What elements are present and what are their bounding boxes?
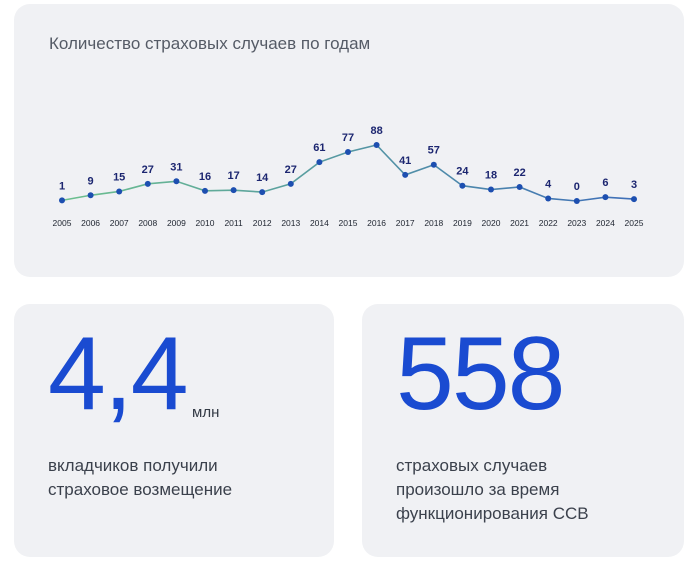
data-label: 57 [428,145,440,157]
cases-caption-line2: произошло за время [396,480,560,499]
data-label: 9 [88,175,94,187]
data-point [573,198,580,204]
data-label: 88 [370,125,382,137]
data-point [87,192,94,199]
x-tick-label: 2020 [482,218,501,228]
data-label: 61 [313,142,325,154]
data-point [316,159,323,166]
x-tick-label: 2008 [138,218,157,228]
data-label: 22 [513,167,525,179]
data-point [545,195,552,202]
data-label: 0 [574,181,580,193]
depositors-caption-line1: вкладчиков получили [48,456,218,475]
depositors-unit: млн [192,404,220,421]
data-point [259,189,266,196]
x-tick-label: 2011 [224,218,243,228]
data-label: 4 [545,178,552,190]
x-tick-label: 2021 [510,218,529,228]
data-point [516,184,523,190]
data-label: 27 [142,164,154,176]
cases-caption: страховых случаев произошло за время фун… [396,454,589,526]
data-label: 6 [602,177,608,189]
data-point [402,171,409,178]
data-label: 14 [256,172,269,184]
depositors-stat-card: 4,4 млн вкладчиков получили страховое во… [14,304,334,557]
x-tick-label: 2009 [167,218,186,228]
data-point [173,178,180,185]
data-point [373,142,380,148]
cases-caption-line3: функционирования ССВ [396,504,589,523]
chart-card: Количество страховых случаев по годам 1 9… [14,4,684,277]
data-point [144,180,151,187]
cases-caption-line1: страховых случаев [396,456,548,475]
data-point [230,187,237,194]
data-point [631,196,637,203]
chart-title: Количество страховых случаев по годам [49,34,371,53]
x-tick-label: 2006 [81,218,100,228]
data-point [287,180,294,187]
data-point [430,161,437,168]
data-point [116,188,123,195]
x-tick-label: 2016 [367,218,386,228]
data-point [459,182,466,189]
depositors-caption-line2: страховое возмещение [48,480,233,499]
data-label: 3 [631,179,637,191]
x-tick-label: 2015 [339,218,358,228]
data-point [202,187,208,194]
depositors-caption: вкладчиков получили страховое возмещение [48,454,232,502]
data-label: 77 [342,132,354,144]
x-tick-label: 2013 [281,218,300,228]
x-tick-label: 2025 [625,218,644,228]
data-point [488,186,494,193]
x-tick-label: 2024 [596,218,615,228]
x-tick-label: 2014 [310,218,329,228]
data-label: 24 [456,166,469,178]
cases-stat-card: 558 страховых случаев произошло за время… [362,304,684,557]
data-label: 18 [485,170,497,182]
data-point [602,194,609,201]
cases-count: 558 [396,316,566,432]
line-chart: 1 9 15 27 31 16 17 14 27 61 77 88 41 57 24 18 22 4 0 6 3 200… [53,125,644,228]
x-tick-label: 2018 [424,218,443,228]
data-point [59,197,65,204]
x-tick-label: 2022 [539,218,558,228]
data-label: 16 [199,171,211,183]
data-label: 17 [227,170,239,182]
data-label: 15 [113,171,125,183]
x-tick-label: 2017 [396,218,415,228]
data-label: 1 [59,180,65,192]
data-label: 27 [285,164,297,176]
x-tick-label: 2019 [453,218,472,228]
data-point [345,149,351,155]
x-tick-label: 2023 [567,218,586,228]
depositors-count: 4,4 [48,316,189,432]
data-label: 31 [170,161,182,173]
x-tick-label: 2012 [253,218,272,228]
x-tick-label: 2007 [110,218,129,228]
x-tick-label: 2005 [53,218,72,228]
data-label: 41 [399,155,411,167]
x-tick-label: 2010 [196,218,215,228]
